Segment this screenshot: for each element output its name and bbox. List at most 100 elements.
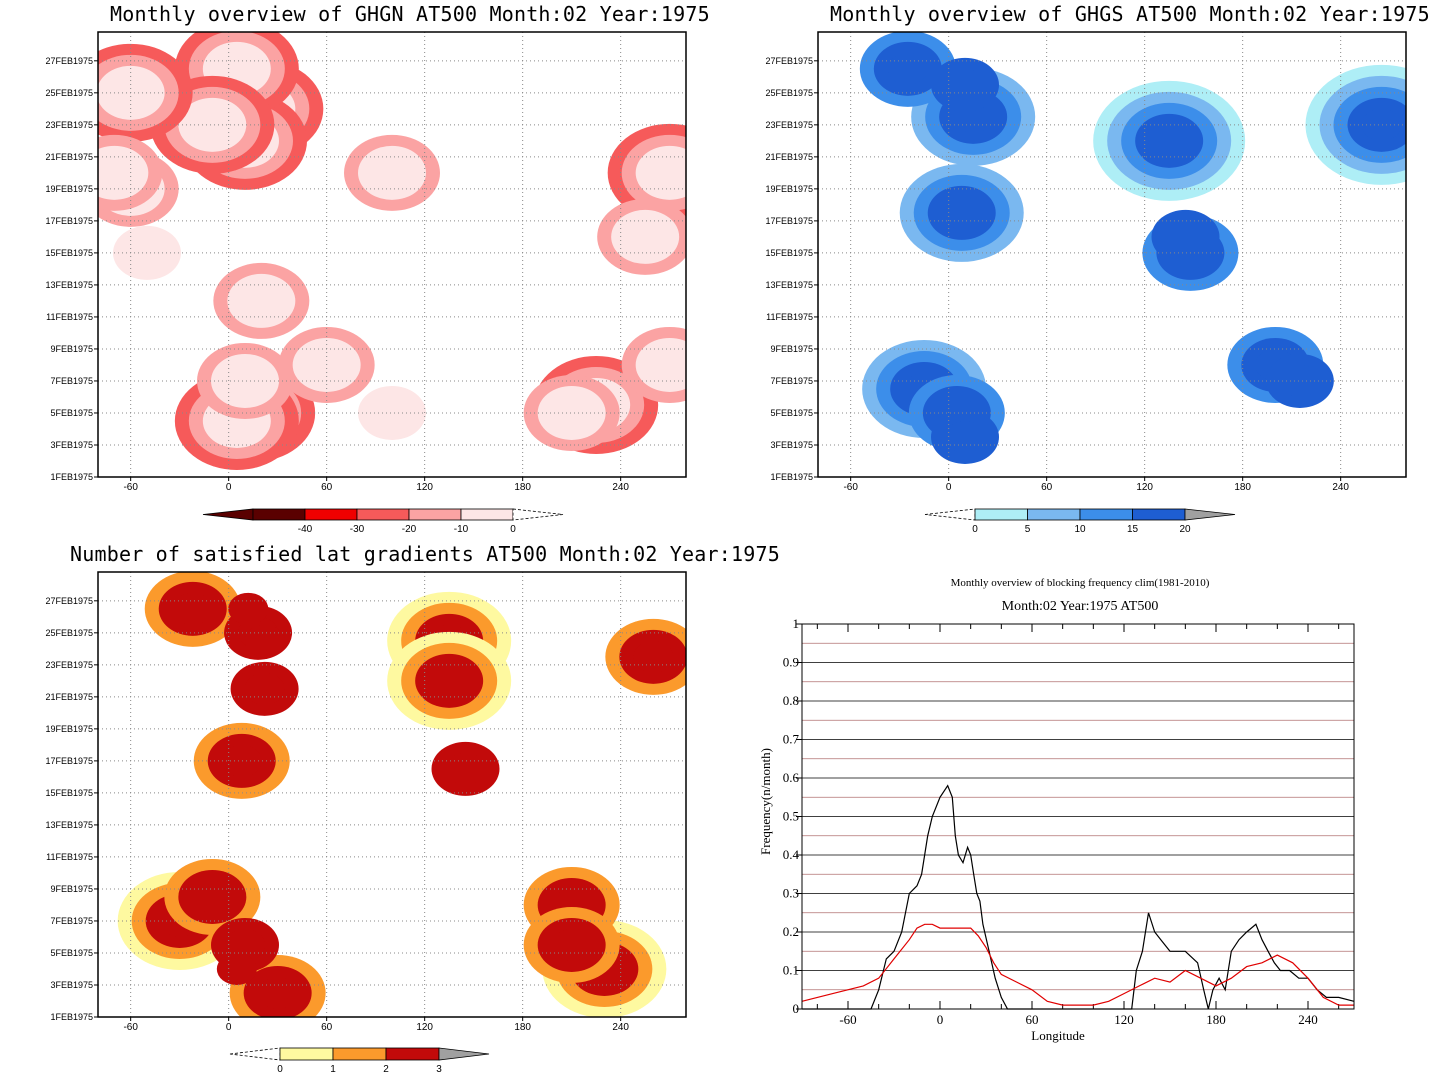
y-tick-label: 0.2	[783, 924, 799, 939]
y-tick-label: 19FEB1975	[45, 724, 93, 734]
y-tick-label: 27FEB1975	[765, 56, 813, 66]
contour-blob	[941, 196, 982, 229]
colorbar-right-cap	[1184, 508, 1236, 521]
lat-plot: -60 0 60 120 180 2401FEB19753FEB19755FEB19757…	[45, 571, 687, 1075]
colorbar-swatch	[460, 508, 514, 521]
colorbar-swatch	[304, 508, 358, 521]
y-tick-label: 0.5	[783, 809, 799, 824]
colorbar-left-cap	[924, 508, 976, 521]
y-tick-label: 0	[793, 1001, 800, 1016]
contour-blob	[257, 976, 298, 1009]
contour-blob	[192, 108, 233, 141]
y-tick-label: 15FEB1975	[45, 788, 93, 798]
contour-blob	[228, 592, 269, 625]
x-tick-label: 120	[1114, 1012, 1134, 1027]
x-tick-label: 240	[1298, 1012, 1318, 1027]
x-axis-label: Longitude	[1031, 1028, 1085, 1043]
contour-blob	[551, 396, 592, 429]
y-tick-label: 25FEB1975	[45, 628, 93, 638]
y-tick-label: 0.8	[783, 693, 799, 708]
y-tick-label: 27FEB1975	[45, 596, 93, 606]
y-tick-label: 0.3	[783, 886, 799, 901]
x-tick-label: -60	[839, 1012, 856, 1027]
x-tick-label: 180	[1206, 1012, 1226, 1027]
x-tick-label: 0	[946, 482, 952, 493]
contour-blob	[221, 744, 262, 777]
y-tick-label: 11FEB1975	[766, 312, 813, 322]
colorbar: -40 -30 -20 -10 0	[202, 508, 564, 535]
colorbar-label: 0	[510, 524, 516, 535]
y-tick-label: 1	[793, 616, 800, 631]
x-tick-label: 180	[514, 1022, 531, 1033]
y-tick-label: 19FEB1975	[765, 184, 813, 194]
y-tick-label: 5FEB1975	[770, 408, 813, 418]
y-tick-label: 11FEB1975	[46, 312, 93, 322]
colorbar-swatch	[332, 1047, 387, 1061]
y-tick-label: 7FEB1975	[50, 376, 93, 386]
contour-blob	[429, 664, 470, 697]
colorbar-label: 5	[1025, 524, 1031, 535]
y-tick-label: 1FEB1975	[50, 1012, 93, 1022]
contour-blob	[945, 68, 985, 101]
contour-blob	[1361, 108, 1402, 141]
y-tick-label: 21FEB1975	[45, 692, 93, 702]
y-tick-label: 17FEB1975	[45, 216, 93, 226]
ghgn-title: Monthly overview of GHGN AT500 Month:02 …	[110, 2, 710, 26]
contour-blob	[887, 52, 928, 85]
colorbar-swatch	[1132, 508, 1186, 521]
y-tick-label: 21FEB1975	[45, 152, 93, 162]
contour-blob	[649, 156, 686, 189]
contour-blob	[98, 156, 135, 189]
colorbar-right-cap	[512, 508, 564, 521]
y-tick-label: 17FEB1975	[765, 216, 813, 226]
colorbar-label: 1	[330, 1064, 336, 1075]
colorbar: 0 5 10 15 20	[924, 508, 1236, 535]
x-tick-label: -60	[123, 482, 138, 493]
freq-subtitle: Month:02 Year:1975 AT500	[1001, 599, 1159, 614]
colorbar-swatch	[974, 508, 1028, 521]
x-tick-label: 60	[321, 1022, 333, 1033]
colorbar-label: 0	[972, 524, 978, 535]
y-tick-label: 13FEB1975	[765, 280, 813, 290]
x-tick-label: -60	[123, 1022, 138, 1033]
ghgn-plot: -60 0 60 120 180 240 1FEB1975 3FEB1975 5FEB1975 7…	[45, 31, 687, 535]
contour-blob	[1165, 220, 1206, 253]
plot-frame	[97, 31, 687, 478]
plot-frame	[817, 31, 1407, 478]
colorbar-swatch	[1027, 508, 1081, 521]
contour-blob	[1149, 124, 1190, 157]
colorbar-swatch	[408, 508, 462, 521]
y-tick-label: 21FEB1975	[765, 152, 813, 162]
y-tick-label: 9FEB1975	[50, 344, 93, 354]
y-tick-label: 3FEB1975	[50, 440, 93, 450]
y-tick-label: 19FEB1975	[45, 184, 93, 194]
y-tick-label: 0.4	[783, 847, 800, 862]
x-tick-label: 240	[612, 1022, 629, 1033]
y-tick-label: 1FEB1975	[770, 472, 813, 482]
contour-blob	[241, 284, 282, 317]
y-tick-label: 0.7	[783, 732, 800, 747]
colorbar-label: 15	[1127, 524, 1139, 535]
y-tick-label: 25FEB1975	[45, 88, 93, 98]
y-tick-label: 9FEB1975	[50, 884, 93, 894]
colorbar: 0 1 2 3	[229, 1047, 490, 1075]
lat-panel: Number of satisfied lat gradients AT500 …	[0, 540, 779, 1091]
y-tick-label: 0.9	[783, 655, 799, 670]
plot-frame	[801, 623, 1355, 1010]
contour-blob	[225, 364, 265, 397]
y-tick-label: 7FEB1975	[770, 376, 813, 386]
contour-blob	[216, 952, 257, 985]
x-tick-label: 180	[514, 482, 531, 493]
lat-title: Number of satisfied lat gradients AT500 …	[70, 542, 780, 566]
contour-blob	[945, 420, 985, 453]
y-tick-label: 13FEB1975	[45, 280, 93, 290]
colorbar-label: -40	[298, 524, 313, 535]
y-tick-label: 23FEB1975	[45, 660, 93, 670]
contour-blob	[372, 156, 412, 189]
y-tick-label: 23FEB1975	[45, 120, 93, 130]
x-tick-label: 60	[1041, 482, 1053, 493]
plot-frame	[97, 571, 687, 1018]
freq-plot: 0 0.1 0.2 0.3 0.4 0.5 0.6 0.7 0.8 0.9 1 -60 0 60 120 18…	[758, 616, 1355, 1043]
colorbar-swatch	[279, 1047, 334, 1061]
colorbar-swatch	[252, 508, 306, 521]
